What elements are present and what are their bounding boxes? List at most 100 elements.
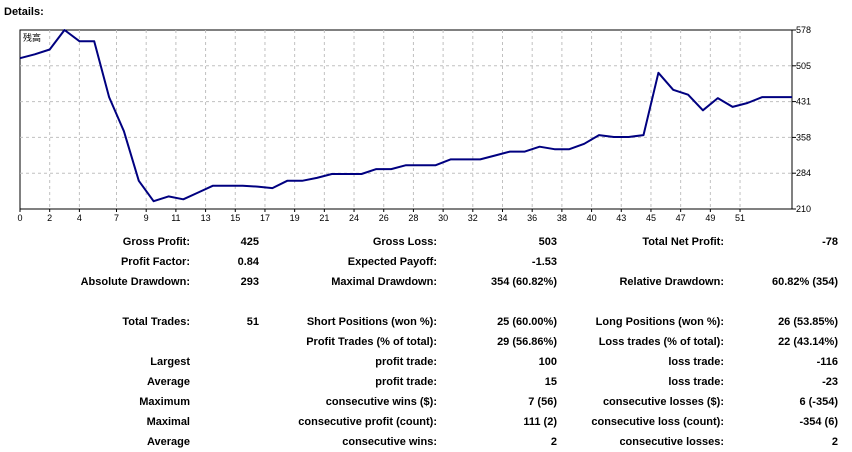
- stat-value: 2: [550, 436, 557, 448]
- x-tick-label: 36: [527, 213, 537, 223]
- details-heading: Details:: [4, 6, 44, 18]
- x-tick-label: 4: [77, 213, 82, 223]
- x-tick-label: 19: [290, 213, 300, 223]
- x-tick-label: 32: [468, 213, 478, 223]
- stats-row: Profit Trades (% of total): 29 (56.86%) …: [0, 332, 852, 352]
- x-tick-label: 49: [705, 213, 715, 223]
- x-tick-label: 7: [114, 213, 119, 223]
- stat-label: consecutive wins:: [342, 436, 437, 448]
- x-tick-label: 17: [260, 213, 270, 223]
- stat-value: 26 (53.85%): [778, 316, 838, 328]
- stats-row: Profit Factor: 0.84 Expected Payoff: -1.…: [0, 252, 852, 272]
- stat-label: [0, 332, 190, 352]
- stat-value: 25 (60.00%): [497, 316, 557, 328]
- x-tick-label: 13: [201, 213, 211, 223]
- stat-value: [190, 332, 259, 352]
- stat-label: [557, 292, 724, 312]
- stat-value: [190, 392, 259, 412]
- stat-label: consecutive losses:: [619, 436, 724, 448]
- stat-value: 100: [538, 356, 557, 368]
- stat-label: Maximal Drawdown:: [331, 276, 437, 288]
- x-tick-label: 43: [616, 213, 626, 223]
- stat-value: 503: [538, 236, 557, 248]
- stat-value: 6 (-354): [799, 396, 838, 408]
- balance-line: [19, 29, 792, 203]
- x-tick-label: 0: [17, 213, 22, 223]
- stat-label: profit trade:: [375, 376, 437, 388]
- stat-label: Expected Payoff:: [347, 256, 437, 268]
- stat-value: 111 (2): [523, 416, 557, 428]
- stats-row: Average profit trade: 15 loss trade: -23: [0, 372, 852, 392]
- x-tick-label: 21: [319, 213, 329, 223]
- stat-label: consecutive wins ($):: [325, 396, 437, 408]
- stat-value: 51: [246, 316, 259, 328]
- y-tick-label: 505: [796, 61, 811, 71]
- statistics-table: Gross Profit: 425 Gross Loss: 503 Total …: [0, 232, 852, 452]
- plot-area: [19, 29, 793, 210]
- stat-value: 29 (56.86%): [497, 336, 557, 348]
- x-tick-label: 2: [47, 213, 52, 223]
- x-tick-label: 30: [438, 213, 448, 223]
- stat-label: Gross Profit:: [122, 236, 190, 248]
- stat-value: 7 (56): [528, 396, 557, 408]
- stat-value: [190, 432, 259, 452]
- stat-value: 15: [544, 376, 557, 388]
- stat-value: [724, 292, 838, 312]
- stats-row: Gross Profit: 425 Gross Loss: 503 Total …: [0, 232, 852, 252]
- stat-label: [0, 292, 190, 312]
- stat-label: Total Net Profit:: [642, 236, 724, 248]
- stat-label: [557, 252, 724, 272]
- stat-value: -23: [822, 376, 838, 388]
- stat-label: Maximal: [146, 416, 190, 428]
- stat-value: -78: [822, 236, 838, 248]
- stat-value: 0.84: [237, 256, 259, 268]
- stat-value: 60.82% (354): [771, 276, 838, 288]
- stat-value: -1.53: [531, 256, 557, 268]
- x-tick-label: 15: [230, 213, 240, 223]
- stat-label: consecutive profit (count):: [298, 416, 437, 428]
- stat-label: consecutive losses ($):: [602, 396, 724, 408]
- stats-row: Maximal consecutive profit (count): 111 …: [0, 412, 852, 432]
- stat-label: consecutive loss (count):: [591, 416, 724, 428]
- stat-label: profit trade:: [375, 356, 437, 368]
- stat-value: [190, 372, 259, 392]
- x-tick-label: 24: [349, 213, 359, 223]
- stat-value: -354 (6): [799, 416, 838, 428]
- x-tick-label: 28: [408, 213, 418, 223]
- stat-value: 2: [831, 436, 838, 448]
- stats-row: Total Trades: 51 Short Positions (won %)…: [0, 312, 852, 332]
- stat-value: -116: [816, 356, 838, 368]
- stat-label: [259, 292, 437, 312]
- stat-value: [190, 412, 259, 432]
- stat-value: 354 (60.82%): [490, 276, 557, 288]
- y-tick-label: 431: [796, 97, 811, 107]
- stat-label: Loss trades (% of total):: [598, 336, 724, 348]
- stat-value: 425: [240, 236, 259, 248]
- stat-value: [190, 292, 259, 312]
- stat-label: loss trade:: [668, 376, 724, 388]
- stat-label: Average: [146, 436, 190, 448]
- x-tick-label: 45: [646, 213, 656, 223]
- y-tick-label: 358: [796, 132, 811, 142]
- stat-value: [724, 252, 838, 272]
- stat-label: Average: [146, 376, 190, 388]
- stats-row-spacer: [0, 292, 852, 312]
- stat-value: [437, 292, 557, 312]
- stats-row: Absolute Drawdown: 293 Maximal Drawdown:…: [0, 272, 852, 292]
- stat-label: Largest: [150, 356, 190, 368]
- stats-row: Largest profit trade: 100 loss trade: -1…: [0, 352, 852, 372]
- x-tick-label: 9: [144, 213, 149, 223]
- stat-label: Profit Factor:: [120, 256, 190, 268]
- stat-label: Relative Drawdown:: [619, 276, 724, 288]
- stat-label: Short Positions (won %):: [306, 316, 437, 328]
- stats-row: Maximum consecutive wins ($): 7 (56) con…: [0, 392, 852, 412]
- stat-label: Total Trades:: [122, 316, 190, 328]
- x-tick-label: 11: [171, 213, 180, 223]
- x-tick-label: 47: [676, 213, 686, 223]
- y-tick-label: 210: [796, 204, 811, 214]
- stat-value: [190, 352, 259, 372]
- balance-chart: 578 505 431 358 284 210 0 2 4 7 9 11 13 15 17 19 21 24 26 2…: [17, 25, 811, 223]
- x-tick-label: 26: [379, 213, 389, 223]
- stat-label: loss trade:: [668, 356, 724, 368]
